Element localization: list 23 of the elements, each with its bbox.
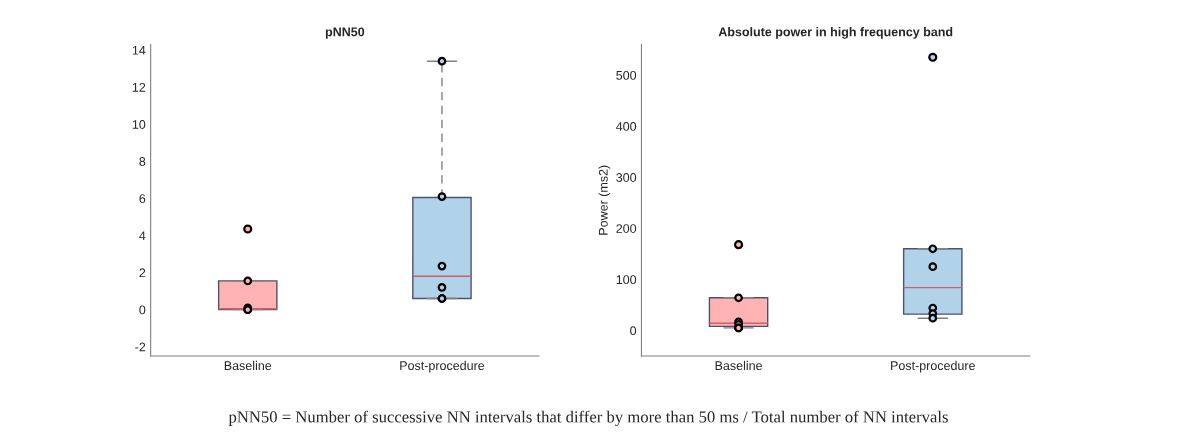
y-tick-label: 6 — [139, 194, 146, 204]
y-tick-label: 200 — [616, 224, 637, 233]
x-tick-label: Post-procedure — [400, 360, 485, 373]
chart-title: pNN50 — [325, 27, 365, 39]
y-tick-label: 300 — [616, 173, 637, 182]
y-tick-label: 12 — [132, 82, 146, 92]
x-tick-label: Baseline — [715, 360, 762, 371]
x-tick-label: Post-procedure — [891, 360, 975, 373]
y-tick-label: 500 — [616, 70, 637, 80]
y-tick-label: 0 — [139, 305, 146, 315]
y-tick-label: 2 — [139, 268, 146, 278]
y-tick-label: 14 — [132, 45, 146, 55]
y-tick-label: 100 — [616, 275, 637, 285]
y-tick-label: 0 — [630, 326, 637, 336]
x-tick-label: Baseline — [224, 360, 272, 371]
chart-title: Absolute power in high frequency band — [718, 27, 953, 39]
y-tick-label: -2 — [135, 342, 146, 352]
y-tick-label: 400 — [616, 122, 637, 131]
y-tick-label: 4 — [139, 231, 146, 241]
y-axis-title: Power (ms2) — [598, 165, 611, 235]
y-tick-label: 10 — [132, 120, 146, 129]
text: pNN50 = Number of successive NN intervals that differ by more than 50 ms / Total number of NN intervals — [228, 410, 948, 426]
y-tick-label: 8 — [139, 157, 146, 166]
